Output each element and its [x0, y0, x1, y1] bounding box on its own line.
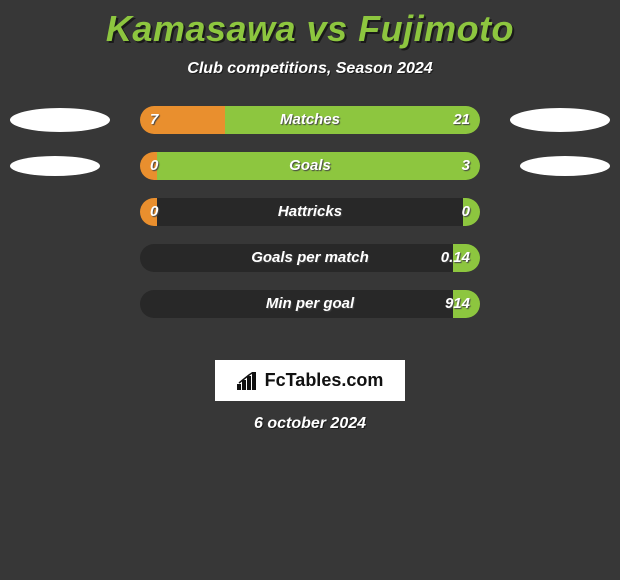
bar-right [225, 106, 480, 134]
stat-row: Hattricks00 [0, 198, 620, 226]
infographic-root: Kamasawa vs Fujimoto Club competitions, … [0, 0, 620, 433]
comparison-chart: Matches721 Goals03 Hattricks00 Goals per ma… [0, 106, 620, 346]
stat-row: Min per goal914 [0, 290, 620, 318]
source-logo: FcTables.com [215, 360, 406, 401]
bar-right [453, 244, 480, 272]
stat-row: Goals03 [0, 152, 620, 180]
bar-track [140, 244, 480, 272]
bar-track [140, 152, 480, 180]
bar-track [140, 290, 480, 318]
player-ellipse-left [10, 156, 100, 176]
bar-right [453, 290, 480, 318]
page-subtitle: Club competitions, Season 2024 [0, 60, 620, 78]
player-ellipse-right [510, 108, 610, 132]
bar-track [140, 198, 480, 226]
bar-right [463, 198, 480, 226]
bar-right [157, 152, 480, 180]
stat-row: Matches721 [0, 106, 620, 134]
bar-chart-icon [237, 372, 259, 390]
bar-track [140, 106, 480, 134]
bar-left [140, 152, 157, 180]
date-text: 6 october 2024 [0, 415, 620, 433]
bar-left [140, 198, 157, 226]
source-logo-text: FcTables.com [265, 370, 384, 391]
player-ellipse-left [10, 108, 110, 132]
player-ellipse-right [520, 156, 610, 176]
stat-row: Goals per match0.14 [0, 244, 620, 272]
bar-left [140, 106, 225, 134]
page-title: Kamasawa vs Fujimoto [0, 8, 620, 50]
